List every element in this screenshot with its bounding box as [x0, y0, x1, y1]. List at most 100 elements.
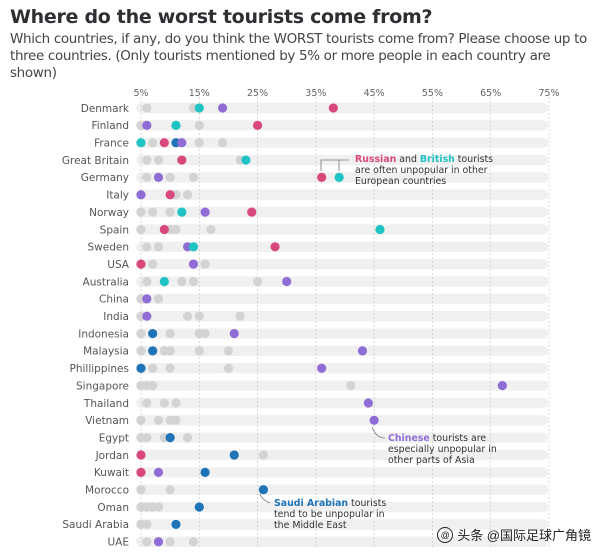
chart-subtitle: Which countries, if any, do you think th… — [10, 31, 587, 81]
country-label: Italy — [106, 190, 129, 202]
data-point-other — [188, 537, 199, 547]
data-point-chinese — [153, 537, 164, 547]
data-point-other — [171, 224, 181, 235]
data-point-saudi-arabian — [136, 363, 146, 373]
data-point-chinese — [497, 381, 507, 391]
data-point-saudi-arabian — [148, 346, 158, 356]
data-point-other — [136, 415, 146, 425]
data-point-russian — [270, 242, 280, 252]
data-point-other — [136, 485, 146, 495]
data-point-other — [258, 450, 268, 460]
x-tick-label: 75% — [538, 88, 559, 99]
data-point-other — [142, 103, 152, 113]
annotation-text: especially unpopular in — [388, 444, 497, 455]
country-label: UAE — [107, 537, 129, 549]
country-label: Morocco — [85, 485, 129, 497]
row-band — [136, 501, 548, 513]
data-point-other — [252, 276, 263, 287]
row-band — [136, 258, 548, 270]
country-label: Spain — [100, 224, 129, 236]
data-point-british — [136, 138, 146, 148]
data-point-other — [194, 346, 204, 356]
country-label: Singapore — [76, 380, 129, 392]
data-point-other — [183, 190, 193, 200]
country-label: Oman — [97, 502, 129, 514]
data-point-chinese — [317, 363, 327, 373]
data-point-other — [148, 381, 158, 391]
chart-title: Where do the worst tourists come from? — [10, 6, 433, 28]
country-label: Norway — [89, 207, 129, 219]
data-point-chinese — [142, 294, 152, 304]
data-point-other — [165, 485, 175, 495]
row-band — [136, 120, 548, 131]
country-label: Malaysia — [83, 346, 129, 358]
data-point-other — [165, 172, 175, 182]
data-point-british — [241, 155, 251, 165]
data-point-other — [218, 138, 228, 148]
row-band — [136, 432, 548, 443]
row-band — [136, 276, 548, 287]
data-point-other — [171, 398, 181, 408]
annotation-text: other parts of Asia — [388, 455, 475, 466]
data-point-chinese — [229, 328, 239, 339]
data-point-other — [206, 224, 216, 235]
data-point-chinese — [218, 103, 228, 113]
data-point-other — [183, 433, 193, 443]
annotation-text: Chinese tourists are — [388, 433, 486, 444]
data-point-other — [223, 363, 234, 373]
country-label: Finland — [91, 120, 129, 132]
annotation-text: the Middle East — [274, 520, 347, 531]
data-point-other — [188, 172, 199, 182]
country-label: Denmark — [81, 103, 130, 115]
data-point-other — [142, 519, 152, 530]
data-point-other — [188, 276, 199, 287]
x-tick-label: 45% — [364, 88, 385, 99]
x-tick-label: 55% — [422, 88, 443, 99]
data-point-russian — [136, 450, 146, 460]
data-point-russian — [177, 155, 187, 165]
data-point-other — [142, 172, 152, 182]
country-label: Sweden — [88, 242, 130, 254]
data-point-other — [223, 346, 234, 356]
country-label: Australia — [83, 276, 129, 288]
data-point-saudi-arabian — [258, 485, 268, 495]
data-point-other — [136, 328, 146, 339]
data-point-other — [148, 259, 158, 269]
country-label: Indonesia — [78, 328, 129, 340]
country-label: Germany — [81, 172, 129, 184]
country-label: Kuwait — [94, 467, 129, 479]
country-label: Saudi Arabia — [62, 519, 129, 531]
data-point-other — [153, 294, 164, 304]
country-label: India — [103, 311, 129, 323]
country-label: China — [99, 294, 129, 306]
data-point-chinese — [282, 276, 292, 287]
row-band — [136, 102, 548, 114]
data-point-russian — [136, 259, 146, 269]
country-label: Phillippines — [70, 363, 130, 375]
data-point-saudi-arabian — [148, 328, 158, 339]
x-tick-label: 15% — [189, 88, 210, 99]
data-point-other — [142, 242, 152, 252]
data-point-saudi-arabian — [165, 433, 175, 443]
data-point-russian — [136, 467, 146, 477]
data-point-other — [148, 363, 158, 373]
x-tick-label: 25% — [247, 88, 268, 99]
data-point-other — [148, 138, 158, 148]
data-point-other — [194, 311, 204, 321]
annotation-connector — [259, 493, 271, 504]
data-point-other — [136, 207, 146, 217]
row-band — [136, 224, 548, 235]
row-band — [136, 484, 548, 495]
row-band — [136, 328, 548, 339]
data-point-other — [142, 155, 152, 165]
annotation-text: Russian and British tourists — [355, 154, 493, 165]
data-point-chinese — [188, 259, 199, 269]
data-point-other — [165, 537, 175, 547]
data-point-british — [194, 103, 204, 113]
data-point-other — [153, 415, 164, 425]
row-band — [136, 189, 548, 200]
data-point-other — [177, 276, 187, 287]
data-point-chinese — [153, 467, 164, 477]
annotation-text: Saudi Arabian tourists — [274, 498, 386, 509]
